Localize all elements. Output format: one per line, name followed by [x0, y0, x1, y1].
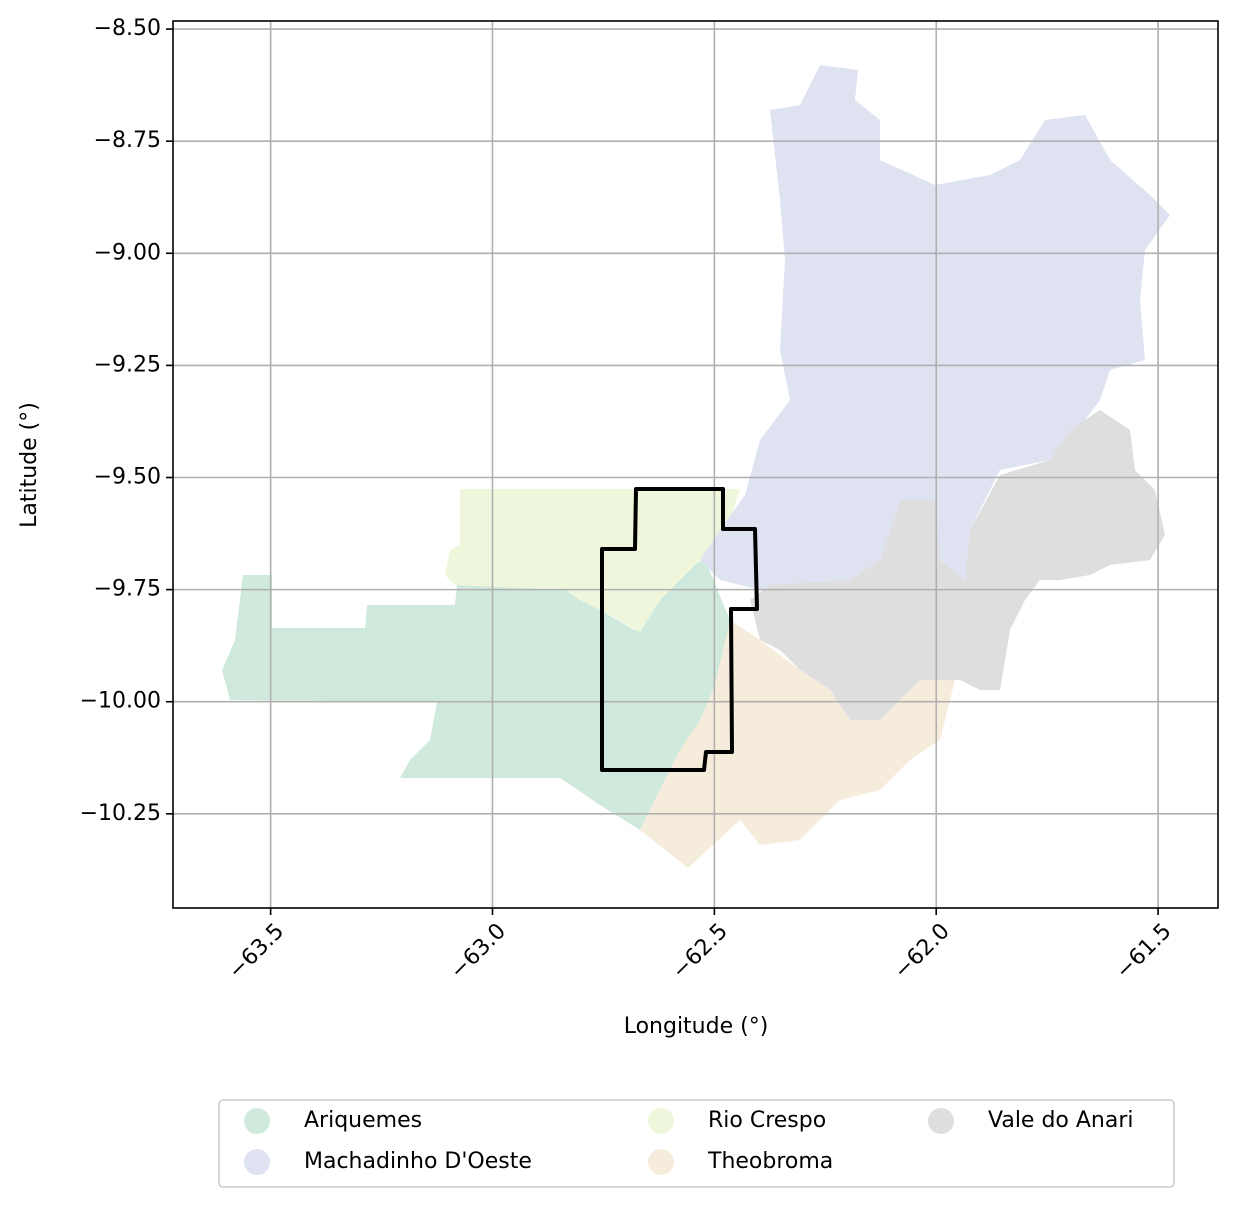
y-axis-label: Latitude (°)	[17, 402, 42, 528]
y-tick-label: −10.00	[80, 689, 161, 714]
x-tick-label: −62.0	[889, 919, 954, 984]
x-tick-label: −63.0	[446, 919, 511, 984]
y-tick-label: −8.75	[94, 128, 161, 153]
study-area-outline	[600, 487, 759, 772]
grid	[173, 21, 1218, 908]
legend-label: Machadinho D'Oeste	[304, 1149, 532, 1174]
legend-marker	[928, 1108, 954, 1134]
region-vale-do-anari	[750, 410, 1165, 720]
legend-label: Rio Crespo	[708, 1108, 826, 1133]
regions	[222, 65, 1170, 868]
x-axis-label: Longitude (°)	[624, 1014, 769, 1039]
legend-label: Theobroma	[707, 1149, 833, 1174]
y-tick-label: −10.25	[80, 801, 161, 826]
legend-marker	[648, 1108, 674, 1134]
legend-label: Ariquemes	[304, 1108, 422, 1133]
x-tick-label: −63.5	[224, 919, 289, 984]
y-tick-label: −9.75	[94, 577, 161, 602]
x-tick-label: −61.5	[1111, 919, 1176, 984]
legend-label: Vale do Anari	[988, 1108, 1134, 1133]
x-tick-label: −62.5	[667, 919, 732, 984]
y-tick-label: −8.50	[94, 16, 161, 41]
legend-marker	[244, 1149, 270, 1175]
legend-marker	[244, 1108, 270, 1134]
region-machadinho	[700, 65, 1170, 590]
region-rio-crespo	[445, 489, 740, 632]
legend-marker	[648, 1149, 674, 1175]
y-tick-label: −9.25	[94, 352, 161, 377]
region-theobroma	[640, 620, 955, 868]
axes-frame	[172, 20, 1219, 909]
y-tick-label: −9.00	[94, 240, 161, 265]
y-tick-label: −9.50	[94, 465, 161, 490]
